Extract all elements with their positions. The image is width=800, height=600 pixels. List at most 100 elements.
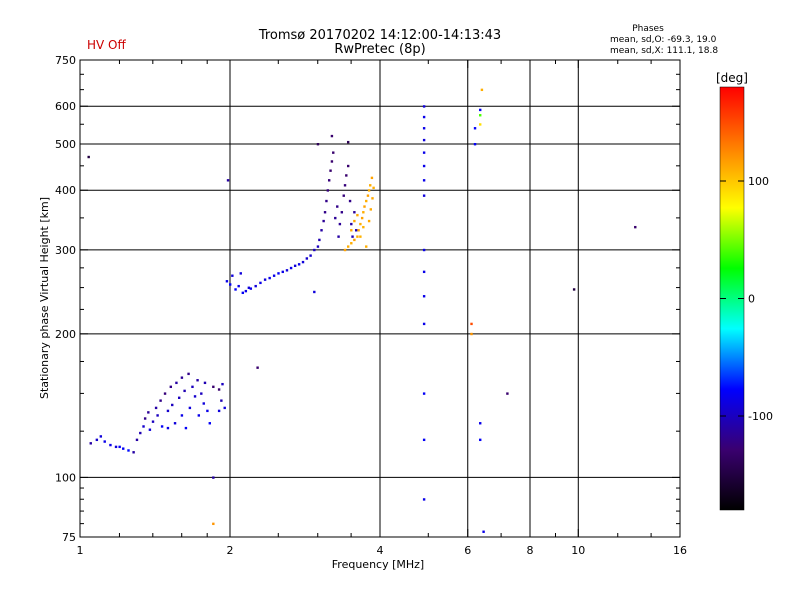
data-point (143, 417, 147, 420)
data-point (365, 199, 368, 203)
data-point (350, 242, 353, 245)
data-point (353, 238, 356, 242)
data-point (479, 422, 482, 425)
data-point (362, 225, 365, 229)
colorbar-ticks: 100 0 -100 (720, 175, 773, 423)
y-tick-label: 75 (62, 531, 76, 544)
data-point (634, 225, 637, 229)
data-point (154, 406, 158, 410)
data-point (356, 235, 359, 238)
data-point (350, 222, 353, 226)
data-point (118, 445, 121, 449)
y-tick-label: 400 (55, 184, 76, 197)
data-point (318, 238, 321, 242)
data-point (256, 366, 259, 369)
data-points (87, 88, 637, 533)
data-point (470, 322, 473, 326)
data-point (244, 289, 248, 293)
data-point (208, 422, 211, 425)
data-point (212, 385, 215, 389)
data-point (371, 197, 374, 200)
data-point (231, 274, 234, 277)
data-point (89, 442, 92, 445)
data-point (217, 388, 221, 391)
colorbar-unit-label: [deg] (716, 71, 748, 85)
data-point (234, 288, 237, 291)
data-point (367, 219, 371, 223)
y-tick-label: 750 (55, 54, 76, 67)
data-point (225, 280, 229, 283)
data-point (370, 176, 374, 180)
x-tick-label: 2 (227, 544, 234, 557)
data-point (212, 476, 215, 479)
data-point (334, 216, 337, 220)
data-point (229, 283, 232, 286)
data-point (336, 205, 339, 208)
data-point (237, 284, 240, 288)
data-point (272, 274, 276, 277)
chart-title-line1: Tromsø 20170202 14:12:00-14:13:43 (258, 28, 501, 43)
data-point (297, 263, 301, 266)
data-point (329, 169, 332, 172)
colorbar-tick-label: 0 (748, 293, 755, 306)
data-point (356, 213, 359, 217)
y-tick-label: 200 (55, 328, 76, 341)
data-point (285, 269, 289, 272)
data-point (132, 451, 135, 454)
data-point (338, 222, 342, 226)
x-tick-label: 16 (673, 544, 687, 557)
data-point (241, 291, 245, 295)
data-point (180, 376, 184, 379)
data-point (367, 189, 371, 192)
data-point (479, 108, 482, 112)
x-axis-label: Frequency [MHz] (332, 558, 424, 571)
data-point (422, 438, 426, 442)
data-point (239, 272, 242, 275)
data-point (366, 194, 370, 197)
data-point (184, 426, 188, 430)
data-point (340, 211, 344, 214)
data-point (422, 179, 426, 182)
data-point (345, 174, 348, 177)
data-point (197, 414, 201, 417)
data-point (148, 428, 152, 431)
data-point (372, 186, 375, 190)
data-point (342, 194, 345, 197)
data-point (122, 447, 125, 450)
y-tick-label: 100 (55, 471, 76, 484)
data-point (203, 381, 207, 385)
data-point (173, 422, 177, 425)
data-point (151, 420, 155, 423)
data-point (351, 235, 354, 238)
data-point (103, 440, 106, 443)
data-point (422, 248, 426, 252)
data-point (422, 115, 426, 119)
data-point (369, 208, 373, 211)
x-tick-label: 4 (377, 544, 384, 557)
data-point (249, 287, 253, 290)
data-point (183, 389, 186, 393)
data-point (325, 199, 328, 203)
data-point (254, 284, 257, 288)
data-point (212, 522, 215, 526)
data-point (322, 219, 325, 223)
data-point (422, 295, 426, 298)
data-point (175, 381, 178, 385)
data-point (422, 138, 426, 142)
data-point (171, 403, 174, 407)
data-point (156, 414, 159, 417)
data-point (135, 438, 139, 442)
phases-x-stats: mean, sd,X: 111.1, 18.8 (610, 46, 718, 56)
data-point (473, 127, 477, 130)
data-point (422, 105, 426, 108)
data-point (479, 123, 482, 126)
data-point (263, 278, 267, 281)
data-point (326, 189, 330, 192)
data-point (330, 160, 334, 163)
data-point (309, 254, 312, 257)
data-point (114, 445, 118, 449)
data-point (360, 216, 364, 220)
data-point (346, 245, 350, 248)
data-point (313, 248, 316, 252)
